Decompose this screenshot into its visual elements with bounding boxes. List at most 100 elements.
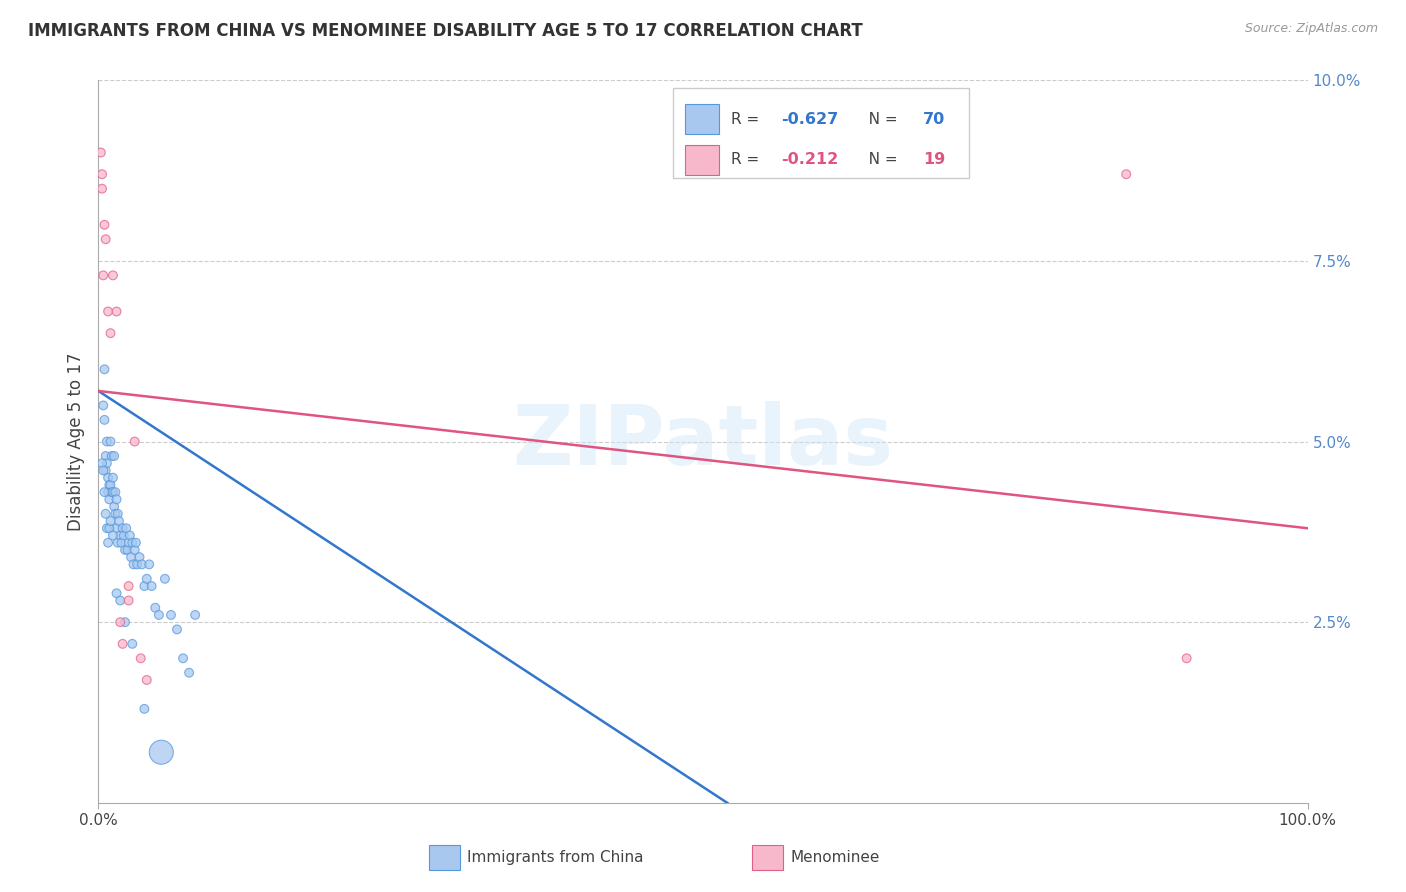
Point [97, 471, 120, 485]
Point [91, 398, 114, 412]
Point [121, 637, 143, 651]
Text: 19: 19 [924, 153, 945, 168]
Point [91, 456, 114, 470]
Point [110, 535, 132, 549]
Point [107, 535, 129, 549]
Point [98, 478, 121, 492]
Point [104, 507, 127, 521]
Point [122, 558, 145, 572]
Point [91, 167, 114, 181]
Text: -0.212: -0.212 [782, 153, 839, 168]
Point [103, 500, 125, 514]
Text: Source: ZipAtlas.com: Source: ZipAtlas.com [1244, 22, 1378, 36]
Point [118, 528, 141, 542]
Point [97, 304, 120, 318]
Point [138, 558, 160, 572]
Point [184, 607, 207, 622]
Point [104, 485, 127, 500]
Point [93, 485, 115, 500]
Point [94, 232, 117, 246]
Point [103, 449, 125, 463]
Point [105, 492, 128, 507]
Point [111, 521, 134, 535]
Point [118, 593, 141, 607]
Point [93, 218, 115, 232]
Point [135, 572, 157, 586]
Text: Menominee: Menominee [790, 850, 880, 864]
Text: 70: 70 [924, 112, 945, 127]
Point [96, 456, 118, 470]
Text: IMMIGRANTS FROM CHINA VS MENOMINEE DISABILITY AGE 5 TO 17 CORRELATION CHART: IMMIGRANTS FROM CHINA VS MENOMINEE DISAB… [28, 22, 863, 40]
Point [91, 463, 114, 477]
Point [97, 535, 120, 549]
Text: Immigrants from China: Immigrants from China [467, 850, 644, 864]
Point [105, 586, 128, 600]
Point [108, 615, 131, 630]
Point [124, 542, 146, 557]
Point [1115, 167, 1137, 181]
Point [100, 478, 122, 492]
FancyBboxPatch shape [685, 104, 718, 135]
Text: ZIPatlas: ZIPatlas [513, 401, 893, 482]
Point [124, 434, 146, 449]
Point [135, 673, 157, 687]
Point [127, 558, 149, 572]
Point [93, 362, 115, 376]
Point [100, 514, 122, 528]
Point [96, 434, 118, 449]
Point [105, 304, 128, 318]
Point [94, 463, 117, 477]
Point [112, 528, 135, 542]
Point [107, 507, 129, 521]
Point [101, 528, 124, 542]
Point [96, 521, 118, 535]
Point [115, 521, 138, 535]
Point [97, 485, 120, 500]
Text: N =: N = [855, 112, 903, 127]
Point [118, 535, 141, 549]
Point [94, 449, 117, 463]
Point [111, 637, 134, 651]
Text: -0.627: -0.627 [782, 112, 839, 127]
Text: R =: R = [731, 153, 763, 168]
Point [134, 702, 156, 716]
Point [141, 579, 163, 593]
FancyBboxPatch shape [685, 145, 718, 175]
Point [121, 535, 143, 549]
Point [108, 514, 131, 528]
Point [114, 615, 136, 630]
Point [160, 607, 183, 622]
Point [129, 651, 152, 665]
Point [179, 665, 201, 680]
Point [128, 550, 150, 565]
Point [125, 535, 148, 549]
Point [148, 607, 170, 622]
Point [101, 485, 124, 500]
Point [1175, 651, 1198, 665]
Point [153, 572, 176, 586]
Point [91, 182, 114, 196]
Point [98, 492, 121, 507]
Text: N =: N = [855, 153, 903, 168]
Point [90, 145, 112, 160]
Point [108, 593, 131, 607]
Point [120, 550, 142, 565]
Point [114, 542, 136, 557]
FancyBboxPatch shape [672, 87, 969, 178]
Point [134, 579, 156, 593]
Point [100, 434, 122, 449]
Point [131, 558, 153, 572]
Point [108, 528, 131, 542]
Point [93, 413, 115, 427]
Point [143, 600, 166, 615]
Point [172, 651, 194, 665]
Point [101, 471, 124, 485]
Point [100, 449, 122, 463]
Y-axis label: Disability Age 5 to 17: Disability Age 5 to 17 [66, 352, 84, 531]
Point [101, 268, 124, 283]
Point [98, 521, 121, 535]
Point [105, 521, 128, 535]
Point [166, 623, 188, 637]
Point [100, 326, 122, 340]
Point [118, 579, 141, 593]
